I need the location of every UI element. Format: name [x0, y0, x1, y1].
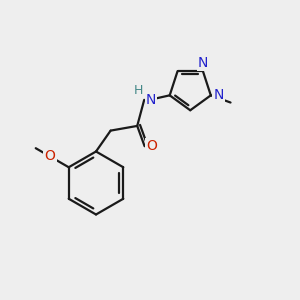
Text: N: N — [146, 93, 156, 107]
Text: N: N — [198, 56, 208, 70]
Text: H: H — [134, 84, 143, 98]
Text: N: N — [213, 88, 224, 102]
Text: O: O — [45, 149, 56, 164]
Text: O: O — [146, 139, 157, 153]
